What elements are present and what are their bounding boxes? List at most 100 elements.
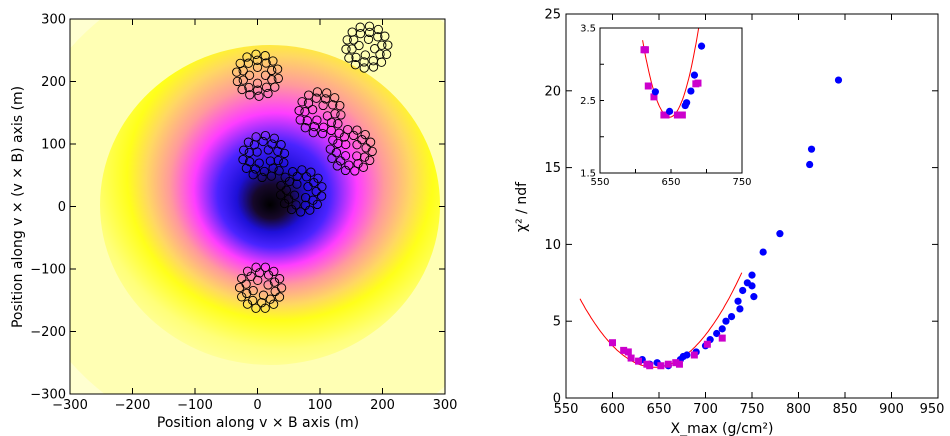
antenna-marker [273,155,283,166]
antenna-marker [340,151,351,161]
antenna-marker [242,299,253,309]
antenna-marker [300,123,310,133]
circle-point [736,305,744,313]
y-tick-label: −200 [30,325,66,340]
antenna-marker [304,90,314,100]
antenna-marker [251,303,261,313]
map-y-axis-label: Position along v × (v × B) axis (m) [10,86,26,328]
inset-circle-point [687,87,695,95]
antenna-marker [352,125,362,135]
antenna-marker [275,190,286,200]
antenna-marker [274,166,284,176]
x-tick-label: −200 [115,398,151,413]
antenna-marker [306,167,316,177]
antenna-marker [343,124,353,135]
plot-y-ticks: 0 5 10 15 20 25 [544,8,938,407]
square-point [672,359,680,367]
antenna-station [238,130,290,183]
antenna-marker [260,51,270,61]
antenna-marker [368,62,379,72]
antenna-marker [300,107,310,117]
circle-point [750,293,758,301]
antenna-marker [322,88,332,98]
circle-point [748,271,756,279]
antenna-marker [244,70,255,80]
antenna-marker [333,138,343,149]
antenna-marker [253,275,263,285]
antenna-marker [232,67,242,77]
antenna-marker [251,132,261,142]
map-x-ticks: −300 −200 −100 0 100 200 300 [52,19,457,413]
x-tick-label: −300 [52,398,88,413]
antenna-stations [232,21,393,313]
circle-point [734,297,742,305]
antenna-marker [237,292,247,302]
antenna-marker [251,49,261,59]
antenna-marker [344,53,354,63]
antenna-marker [340,165,351,176]
x-tick-label: 300 [433,398,458,413]
antenna-marker [364,27,375,38]
antenna-marker [297,165,307,175]
x-tick-label: 0 [253,398,261,413]
inset-circle-point [651,88,659,96]
antenna-marker [363,34,374,44]
antenna-marker [268,56,278,66]
square-point [627,354,635,362]
antenna-marker [252,55,262,65]
circle-point [722,317,730,325]
antenna-marker [246,271,256,281]
map-x-axis-label: Position along v × B axis (m) [157,415,359,431]
antenna-marker [365,155,375,166]
x-tick-label: 650 [647,402,672,417]
plot-x-axis-label: X_max (g/cm²) [670,421,773,436]
antenna-marker [252,62,263,72]
antenna-marker [328,100,338,110]
antenna-marker [333,119,343,129]
antenna-station [232,49,283,101]
square-point [620,346,628,354]
inset-square-point [673,111,681,119]
antenna-marker [318,100,328,111]
antenna-marker [238,75,248,85]
antenna-marker [270,82,280,92]
y-tick-label: 100 [41,138,66,153]
antenna-marker [259,166,270,177]
antenna-marker [365,137,376,147]
antenna-marker [342,35,352,45]
inset-points [640,42,706,119]
antenna-marker [308,127,318,138]
antenna-marker [268,299,279,309]
antenna-marker [238,154,248,165]
square-point [675,360,683,368]
antenna-marker [274,292,285,302]
antenna-marker [359,63,369,73]
square-point [635,357,643,365]
y-tick-label: 5 [553,315,561,330]
inset-square-point [650,93,658,101]
antenna-marker [320,94,331,104]
x-tick-label: 550 [554,402,579,417]
antenna-marker [276,283,287,293]
y-tick-label: 0 [553,392,561,407]
antenna-marker [261,58,271,68]
antenna-station [234,262,287,313]
antenna-marker [380,31,390,41]
y-tick-label: 25 [544,8,561,23]
antenna-marker [242,288,252,299]
antenna-marker [279,158,289,168]
antenna-marker [257,172,267,183]
antenna-marker [352,140,362,150]
square-point [657,362,665,370]
inset-square-point [694,79,702,87]
antenna-marker [347,27,357,37]
antenna-marker [280,172,290,182]
antenna-marker [254,91,264,101]
y-tick-label: 300 [41,13,66,28]
antenna-marker [274,274,285,284]
x-tick-label: 600 [600,402,625,417]
x-tick-label: 200 [370,398,395,413]
inset-square-point [644,82,652,90]
antenna-marker [263,88,273,99]
antenna-marker [276,140,286,150]
